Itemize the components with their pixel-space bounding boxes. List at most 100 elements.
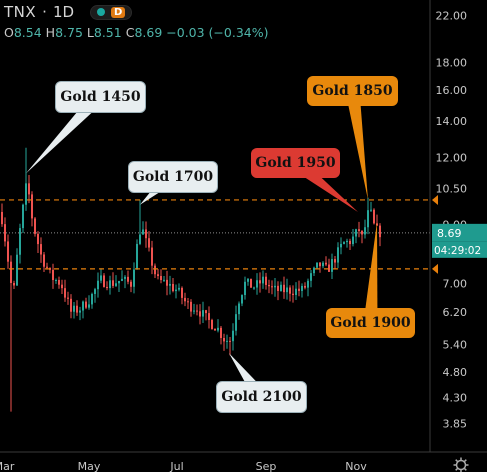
candle-body <box>82 301 84 311</box>
market-status-pill[interactable]: D <box>90 4 133 20</box>
candle-body <box>121 278 123 281</box>
candle-body <box>187 301 189 303</box>
candle-body <box>208 313 210 320</box>
candle-body <box>241 295 243 304</box>
price-tick-label: 16.00 <box>436 84 468 97</box>
candle-body <box>154 265 156 275</box>
candle-body <box>67 297 69 299</box>
candle-body <box>94 289 96 294</box>
candle-body <box>304 285 306 288</box>
candle-body <box>217 327 219 331</box>
price-tick-label: 3.85 <box>443 418 468 431</box>
level-line-marker-icon <box>432 194 438 205</box>
candle-body <box>316 262 318 268</box>
price-tick-label: 7.00 <box>443 277 468 290</box>
candle-body <box>325 262 327 265</box>
candle-body <box>70 298 72 312</box>
candle-body <box>160 276 162 281</box>
candle-body <box>139 234 141 244</box>
symbol-label[interactable]: TNX <box>4 3 37 21</box>
candle-body <box>1 211 3 225</box>
candle-body <box>367 210 369 228</box>
candle-body <box>31 194 33 219</box>
candle-body <box>265 276 267 285</box>
candle-body <box>247 278 249 282</box>
candle-body <box>301 285 303 291</box>
gear-tooth <box>455 459 458 462</box>
candle-body <box>238 303 240 315</box>
ohlc-legend: O8.54 H8.75 L8.51 C8.69 −0.03 (−0.34%) <box>4 25 268 40</box>
candle-body <box>13 282 15 286</box>
candle-body <box>163 279 165 281</box>
price-tick-label: 6.20 <box>443 306 468 319</box>
market-open-icon <box>97 8 106 16</box>
candle-body <box>37 233 39 245</box>
candle-body <box>211 319 213 330</box>
candle-body <box>85 301 87 308</box>
candle-body <box>91 293 93 305</box>
candle-body <box>349 240 351 245</box>
candle-body <box>22 204 24 229</box>
candle-body <box>295 288 297 295</box>
level-lines-layer <box>0 194 438 274</box>
last-price-tag <box>432 223 487 242</box>
candle-body <box>40 244 42 255</box>
countdown-label: 04:29:02 <box>434 245 481 257</box>
candle-body <box>214 329 216 331</box>
candle-body <box>16 254 18 286</box>
gear-icon[interactable] <box>453 457 469 472</box>
candle-body <box>175 289 177 292</box>
price-tick-label: 12.00 <box>436 151 468 164</box>
candle-body <box>346 240 348 243</box>
annotation-label[interactable]: Gold 1450 <box>55 81 146 113</box>
candle-body <box>103 275 105 287</box>
candle-body <box>352 236 354 245</box>
candle-body <box>319 262 321 267</box>
candle-body <box>283 284 285 293</box>
candle-body <box>124 276 126 279</box>
price-tick-label: 22.00 <box>436 9 468 22</box>
interval-label[interactable]: 1D <box>52 3 75 21</box>
delayed-badge: D <box>111 6 126 18</box>
candle-body <box>355 229 357 237</box>
candle-body <box>172 283 174 292</box>
candle-body <box>79 310 81 313</box>
candle-body <box>73 305 75 312</box>
candle-body <box>97 280 99 290</box>
candle-body <box>280 284 282 292</box>
high-value: 8.75 <box>55 25 83 40</box>
candle-body <box>151 247 153 266</box>
low-key: L <box>86 25 94 40</box>
last-price-label: 8.69 <box>437 227 462 240</box>
candle-body <box>166 279 168 286</box>
time-axis: Mar May Jul Sep Nov <box>0 451 487 472</box>
low-value: 8.51 <box>93 25 122 40</box>
annotation-label[interactable]: Gold 1900 <box>326 308 415 338</box>
gear-tooth <box>464 459 467 462</box>
time-tick-label: Sep <box>256 460 277 472</box>
candle-body <box>298 288 300 291</box>
candle-body <box>88 304 90 308</box>
candle-body <box>142 229 144 235</box>
candle-body <box>289 287 291 294</box>
candle-body <box>202 310 204 317</box>
gear-tooth <box>464 468 467 471</box>
candle-body <box>55 279 57 281</box>
chart-header: TNX · 1D D <box>4 3 133 21</box>
candle-body <box>235 314 237 331</box>
annotation-label[interactable]: Gold 1850 <box>307 76 398 106</box>
candle-body <box>274 285 276 288</box>
annotation-label[interactable]: Gold 2100 <box>216 381 307 413</box>
close-key: C <box>125 25 135 40</box>
high-key: H <box>45 25 56 40</box>
candle-body <box>196 310 198 312</box>
annotation-label[interactable]: Gold 1950 <box>251 148 340 178</box>
candle-body <box>46 266 48 268</box>
annotation-label[interactable]: Gold 1700 <box>128 161 218 193</box>
price-tick-label: 10.50 <box>436 183 468 196</box>
price-tick-label: 4.30 <box>443 392 468 405</box>
candle-body <box>64 288 66 298</box>
callout-pointers <box>26 90 378 401</box>
candle-body <box>136 243 138 270</box>
